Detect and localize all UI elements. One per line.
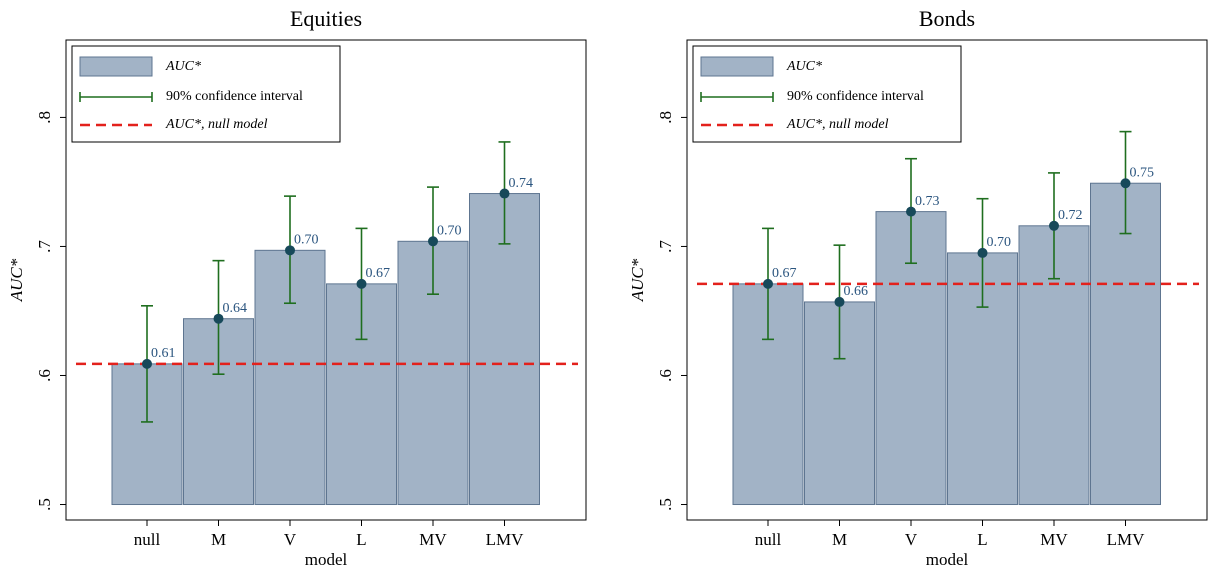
y-axis-label: AUC* [628, 258, 647, 302]
value-label: 0.73 [915, 194, 940, 209]
point [499, 188, 510, 199]
x-tick-label: MV [1040, 530, 1068, 549]
y-tick-label: .7 [35, 240, 54, 253]
y-tick-label: .8 [35, 111, 54, 124]
y-tick-label: .8 [656, 111, 675, 124]
value-label: 0.64 [223, 301, 248, 316]
y-tick-label: .6 [656, 369, 675, 382]
value-label: 0.75 [1130, 165, 1155, 180]
point [1049, 220, 1059, 231]
point [977, 247, 988, 258]
legend-label: AUC* [786, 59, 822, 74]
x-tick-label: LMV [486, 530, 525, 549]
bar [804, 301, 875, 506]
value-label: 0.70 [987, 235, 1012, 250]
y-tick-label: .7 [656, 240, 675, 253]
value-label: 0.66 [844, 284, 869, 299]
legend-label: 90% confidence interval [787, 89, 924, 104]
point [763, 278, 773, 289]
point [906, 206, 916, 217]
y-tick-label: .5 [656, 498, 675, 511]
x-tick-label: MV [419, 530, 447, 549]
x-axis-label: model [926, 550, 969, 569]
legend-swatch [79, 56, 153, 77]
plot-frame [686, 39, 1208, 521]
legend-label: AUC* [165, 59, 201, 74]
point [142, 358, 152, 369]
point [213, 313, 224, 324]
point [356, 278, 367, 289]
value-label: 0.72 [1058, 208, 1083, 223]
point [428, 236, 438, 247]
point [834, 296, 845, 307]
x-tick-label: L [977, 530, 987, 549]
value-label: 0.67 [772, 266, 797, 281]
legend-swatch [700, 56, 774, 77]
y-axis-label: AUC* [7, 258, 26, 302]
x-tick-label: LMV [1107, 530, 1146, 549]
x-tick-label: null [134, 530, 161, 549]
value-label: 0.70 [294, 233, 319, 248]
plot-frame [65, 39, 587, 521]
x-axis-label: model [305, 550, 348, 569]
value-label: 0.70 [437, 224, 462, 239]
x-tick-label: null [755, 530, 782, 549]
value-label: 0.67 [366, 266, 391, 281]
x-tick-label: M [211, 530, 226, 549]
bar [469, 193, 540, 506]
value-label: 0.74 [509, 176, 534, 191]
point [285, 245, 295, 256]
legend-label: AUC*, null model [165, 117, 268, 132]
chart-title: Bonds [919, 6, 975, 31]
x-tick-label: V [905, 530, 918, 549]
legend-label: AUC*, null model [786, 117, 889, 132]
x-tick-label: V [284, 530, 297, 549]
chart-title: Equities [290, 6, 362, 31]
legend-label: 90% confidence interval [166, 89, 303, 104]
point [1120, 178, 1131, 189]
y-tick-label: .6 [35, 369, 54, 382]
x-tick-label: L [356, 530, 366, 549]
value-label: 0.61 [151, 346, 176, 361]
x-tick-label: M [832, 530, 847, 549]
y-tick-label: .5 [35, 498, 54, 511]
